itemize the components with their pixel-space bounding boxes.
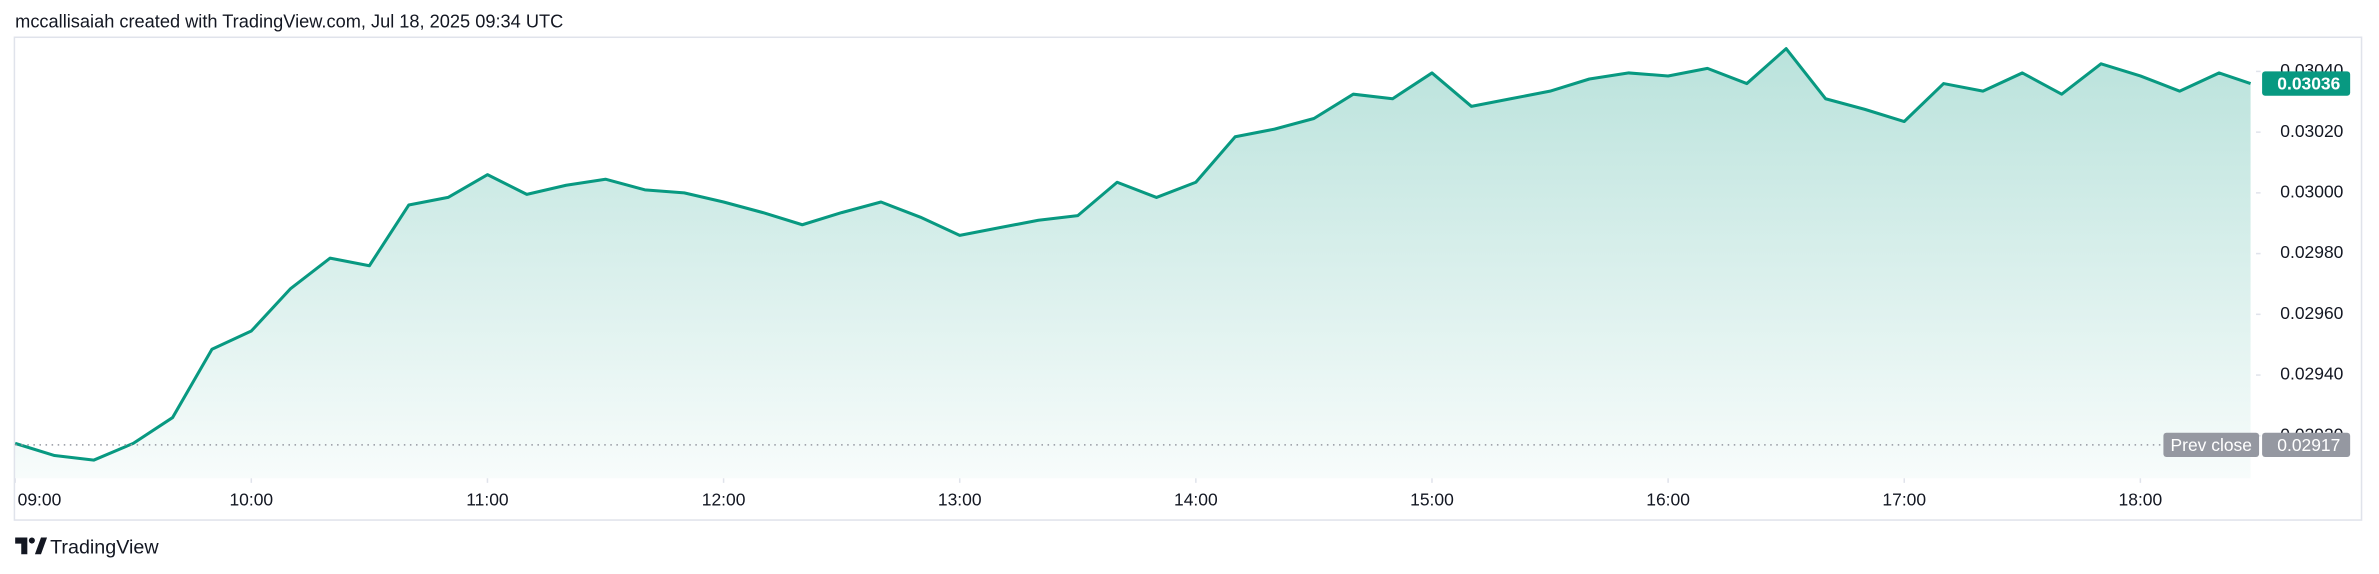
attribution: mccallisaiah created with TradingView.co… [15, 12, 563, 32]
brand: TradingView [50, 536, 159, 558]
last-price-value: 0.03036 [2277, 74, 2340, 94]
y-tick-label: 0.03020 [2280, 121, 2343, 141]
prev-close-value-badge [2262, 432, 2351, 458]
x-tick-label: 11:00 [466, 490, 509, 510]
x-tick-label: 10:00 [229, 490, 273, 510]
x-tick-label: 13:00 [938, 490, 982, 510]
last-price-badge [2262, 71, 2351, 96]
price-line [14, 47, 2252, 462]
logo [15, 537, 48, 555]
area-fill [15, 48, 2251, 479]
prev-close-value: 0.02917 [2277, 435, 2340, 455]
prev-close-name: Prev close [2171, 435, 2252, 455]
x-tick-label: 12:00 [702, 490, 746, 510]
y-tick-label: 0.02960 [2280, 303, 2343, 323]
x-tick-label: 18:00 [2119, 490, 2163, 510]
y-tick-label: 0.02980 [2280, 242, 2343, 262]
prev-close-badge [2163, 432, 2260, 458]
x-tick-label: 15:00 [1410, 490, 1454, 510]
chart-frame [13, 36, 2363, 521]
x-tick-label: 16:00 [1646, 490, 1690, 510]
x-tick-label: 17:00 [1882, 490, 1926, 510]
x-tick-label: 14:00 [1174, 490, 1218, 510]
x-tick-label: 09:00 [18, 490, 62, 510]
y-tick-label: 0.02940 [2280, 364, 2343, 384]
y-tick-label: 0.03000 [2280, 181, 2343, 201]
